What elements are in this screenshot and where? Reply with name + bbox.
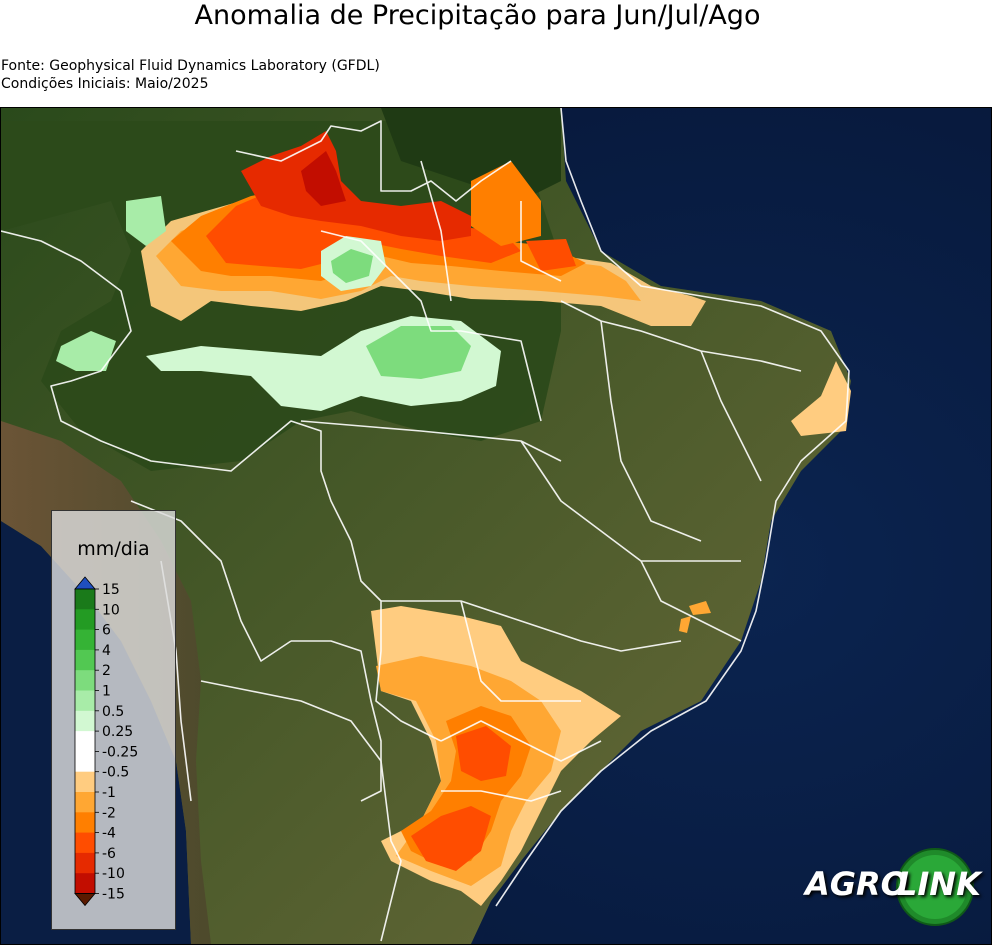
map-title: Anomalia de Precipitação para Jun/Jul/Ag… xyxy=(194,0,761,31)
anomaly-central-green-core xyxy=(366,326,471,379)
legend-color-band xyxy=(75,812,95,834)
legend-tick-label: 10 xyxy=(102,602,120,618)
border-states-4 xyxy=(560,300,802,372)
legend-tick-label: 15 xyxy=(102,582,120,598)
legend-color-band xyxy=(75,710,95,732)
legend-color-band xyxy=(75,589,95,610)
legend-color-band xyxy=(75,609,95,631)
legend-color-band xyxy=(75,731,95,752)
legend-outline xyxy=(74,588,96,894)
anomaly-west-green xyxy=(56,331,116,371)
border-states-1 xyxy=(320,230,542,422)
logo-graphic xyxy=(896,848,974,926)
legend-tick-label: 6 xyxy=(102,623,111,639)
legend-tick-label: 4 xyxy=(102,643,111,659)
logo-word-link: LINK xyxy=(897,865,981,903)
legend-tick-label: -6 xyxy=(102,846,116,862)
border-states-9 xyxy=(440,720,602,762)
legend-tick-label: -15 xyxy=(102,887,125,903)
legend-color-band xyxy=(75,690,95,712)
border-states-5 xyxy=(600,320,702,542)
legend-tick-label: 0.5 xyxy=(102,704,124,720)
border-states-12 xyxy=(520,201,562,282)
legend-color-band xyxy=(75,852,95,874)
legend-tick-label: -10 xyxy=(102,866,125,882)
anomaly-mg-spot1 xyxy=(689,601,711,615)
border-states-10 xyxy=(441,790,562,802)
legend-color-band xyxy=(75,751,95,773)
border-coast-north xyxy=(495,108,850,907)
legend-tick-label: -2 xyxy=(102,805,116,821)
border-states-3 xyxy=(520,440,741,562)
anomaly-nw-green xyxy=(126,196,166,246)
legend-color-band xyxy=(75,629,95,651)
anomaly-south-4 xyxy=(456,726,511,781)
legend-tick-label: -1 xyxy=(102,785,116,801)
source-line: Fonte: Geophysical Fluid Dynamics Labora… xyxy=(1,58,380,74)
anomaly-north-6 xyxy=(241,131,471,241)
anomaly-maranhao xyxy=(526,239,576,271)
anomaly-northeast-coast xyxy=(791,361,851,436)
anomaly-south-4b xyxy=(411,806,491,871)
legend-color-band xyxy=(75,832,95,854)
legend-over-arrow xyxy=(74,576,96,590)
legend-color-band xyxy=(75,670,95,691)
border-states-6 xyxy=(700,350,762,482)
border-states-8 xyxy=(460,600,581,702)
logo-word-agro: AGRO xyxy=(805,865,908,903)
legend-under-arrow xyxy=(74,893,96,907)
border-states-11 xyxy=(640,560,742,642)
legend: mm/dia 15 10 6 4 2 1 0.5 0.25 -0.25 -0.5 -1 -2 -4 -6 -… xyxy=(51,510,176,930)
anomaly-north-10 xyxy=(301,151,346,206)
borders xyxy=(1,108,850,942)
border-guianas xyxy=(235,120,512,202)
legend-color-band xyxy=(75,873,95,894)
agrolink-logo: AGRO LINK xyxy=(805,847,981,927)
border-states-2 xyxy=(300,420,562,462)
legend-tick-label: 0.25 xyxy=(102,724,133,740)
initial-conditions-line: Condições Iniciais: Maio/2025 xyxy=(1,76,209,92)
border-states-13 xyxy=(420,160,452,302)
anomaly-roraima-green-core xyxy=(331,249,373,283)
legend-colorbar: 15 10 6 4 2 1 0.5 0.25 -0.25 -0.5 -1 -2 -4 -6 -10 -15 xyxy=(74,576,138,907)
border-paraguay xyxy=(291,640,382,802)
border-states-7 xyxy=(381,600,682,652)
legend-tick-label: 1 xyxy=(102,684,111,700)
legend-color-band xyxy=(75,649,95,671)
border-brazil-west xyxy=(1,230,442,742)
legend-tick-label: -0.25 xyxy=(102,744,138,760)
border-argentina xyxy=(200,680,402,942)
legend-color-band xyxy=(75,792,95,813)
legend-tick-label: 2 xyxy=(102,663,111,679)
anomaly-amapa xyxy=(471,161,541,246)
anomaly-mg-spot2 xyxy=(679,616,691,633)
legend-color-band xyxy=(75,771,95,793)
legend-tick-label: -4 xyxy=(102,826,116,842)
legend-tick-label: -0.5 xyxy=(102,765,129,781)
legend-unit-label: mm/dia xyxy=(77,538,150,560)
